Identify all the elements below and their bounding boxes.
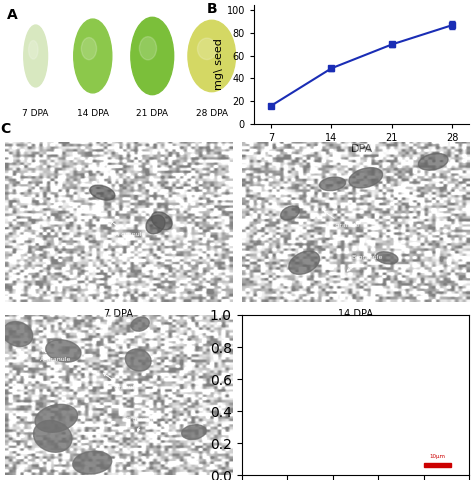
Text: 21 DPA: 21 DPA <box>136 109 168 118</box>
Ellipse shape <box>125 349 151 371</box>
Ellipse shape <box>188 20 236 92</box>
Text: B granule: B granule <box>103 373 138 390</box>
Ellipse shape <box>146 215 165 234</box>
Text: A granule: A granule <box>324 211 359 228</box>
Ellipse shape <box>412 392 446 412</box>
Ellipse shape <box>82 37 97 60</box>
Text: A granule: A granule <box>40 349 70 362</box>
Bar <box>424 463 451 467</box>
Ellipse shape <box>46 340 81 362</box>
Ellipse shape <box>281 206 300 220</box>
Ellipse shape <box>319 177 346 191</box>
Ellipse shape <box>151 212 172 230</box>
Text: 28 DPA: 28 DPA <box>196 109 228 118</box>
Ellipse shape <box>131 317 149 331</box>
Ellipse shape <box>139 36 156 60</box>
Text: A granule: A granule <box>340 349 371 362</box>
Text: 7 DPA: 7 DPA <box>104 309 133 319</box>
Text: C granule: C granule <box>363 428 393 443</box>
Ellipse shape <box>182 425 206 439</box>
Ellipse shape <box>28 40 38 59</box>
Ellipse shape <box>349 168 383 188</box>
Ellipse shape <box>289 251 319 275</box>
Ellipse shape <box>90 185 115 200</box>
Text: ∿: ∿ <box>30 15 41 28</box>
X-axis label: DPA: DPA <box>351 144 373 154</box>
Ellipse shape <box>383 324 410 338</box>
Text: C granule: C granule <box>126 417 156 432</box>
Text: 14 DPA: 14 DPA <box>77 109 109 118</box>
Text: C: C <box>0 121 10 135</box>
Ellipse shape <box>34 420 72 452</box>
Text: 14 DPA: 14 DPA <box>338 309 373 319</box>
Ellipse shape <box>3 322 33 347</box>
Ellipse shape <box>351 424 381 442</box>
Ellipse shape <box>73 451 112 474</box>
Ellipse shape <box>280 389 298 404</box>
Ellipse shape <box>24 25 47 87</box>
Ellipse shape <box>74 19 112 93</box>
Ellipse shape <box>419 154 448 170</box>
Ellipse shape <box>244 447 278 474</box>
Ellipse shape <box>251 444 291 469</box>
Ellipse shape <box>198 38 217 60</box>
Text: A: A <box>7 8 18 23</box>
Y-axis label: mg\ seed: mg\ seed <box>214 38 224 90</box>
Text: B granule: B granule <box>347 255 382 271</box>
Text: 7 DPA: 7 DPA <box>22 109 49 118</box>
Ellipse shape <box>386 426 422 453</box>
Text: B granule: B granule <box>336 378 371 395</box>
Ellipse shape <box>131 17 173 95</box>
Text: A granule: A granule <box>110 221 145 237</box>
Ellipse shape <box>330 441 354 461</box>
Text: 10μm: 10μm <box>429 454 446 459</box>
Text: B: B <box>207 2 217 16</box>
Ellipse shape <box>376 252 398 264</box>
Ellipse shape <box>35 404 78 432</box>
